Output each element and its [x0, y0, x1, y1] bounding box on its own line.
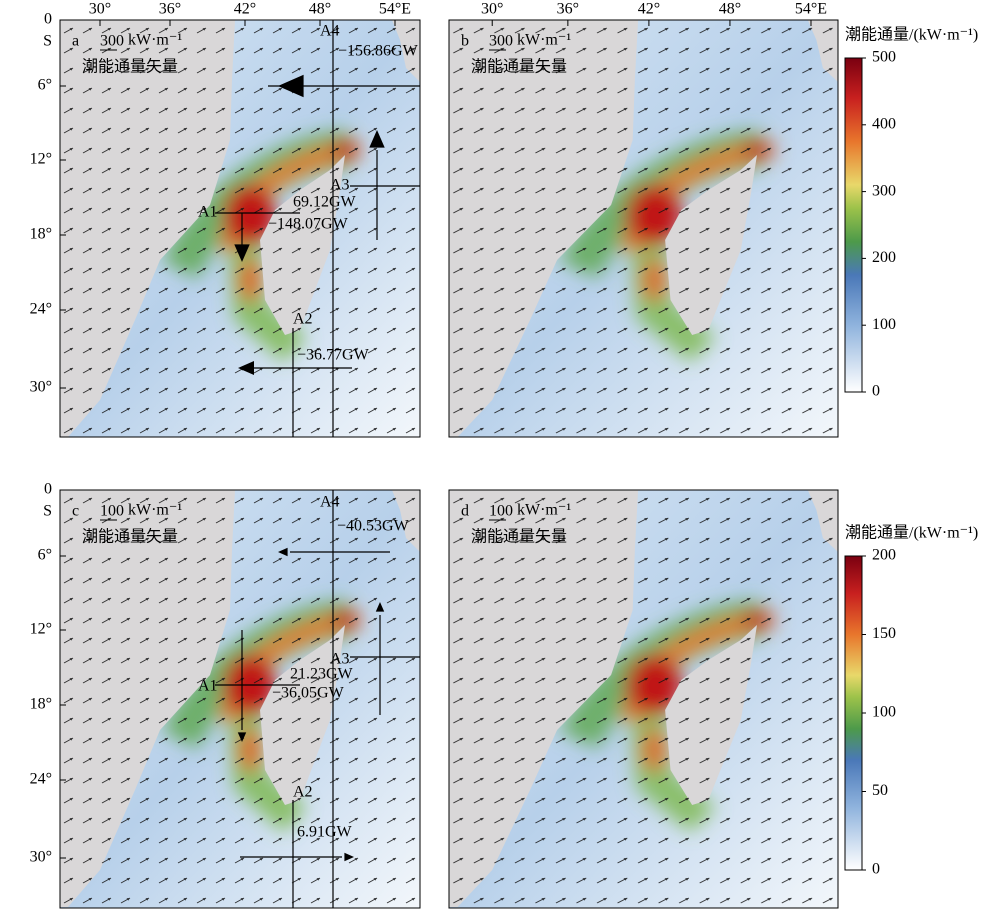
section-name: A2 — [293, 311, 313, 328]
lat-label: 12° — [30, 621, 52, 638]
caption: 潮能通量矢量 — [82, 58, 178, 76]
section-name: A3 — [330, 651, 350, 668]
lon-label: 48° — [719, 1, 741, 18]
flux-arrow — [278, 74, 304, 98]
flux-value: −36.05GW — [272, 685, 345, 702]
lon-label: 36° — [557, 1, 579, 18]
colorbar-tick-label: 400 — [872, 115, 896, 132]
flux-arrow — [278, 547, 288, 557]
flux-value: −40.53GW — [337, 518, 410, 535]
lon-label: 36° — [159, 1, 181, 18]
section-name: A1 — [198, 204, 218, 221]
lon-label: 48° — [309, 1, 331, 18]
colorbar — [844, 57, 863, 393]
map-body — [60, 20, 420, 437]
scale-value: 300 — [489, 33, 513, 50]
colorbar-tick-label: 0 — [872, 861, 880, 878]
vectors — [60, 490, 420, 908]
vectors — [449, 490, 838, 908]
flux-value: 69.12GW — [293, 194, 357, 211]
lon-label: 30° — [481, 1, 503, 18]
flux-value: −36.77GW — [297, 347, 370, 364]
colorbar-tick-label: 100 — [872, 704, 896, 721]
section-name: A4 — [320, 23, 340, 40]
lat-label: 18° — [30, 226, 52, 243]
panel-label: b — [461, 33, 469, 50]
lon-label: 54°E — [379, 1, 411, 18]
flux-value: 21.23GW — [290, 666, 354, 683]
lat-label: 30° — [30, 849, 52, 866]
section-name: A3 — [330, 177, 350, 194]
caption: 潮能通量矢量 — [82, 528, 178, 546]
flux-arrow — [375, 602, 385, 612]
caption: 潮能通量矢量 — [471, 528, 567, 546]
flux-arrow — [237, 732, 247, 742]
flux-value: 6.91GW — [297, 824, 353, 841]
panel-label: c — [72, 503, 79, 520]
lat-label: 0 — [44, 11, 52, 28]
panel-label: d — [461, 503, 469, 520]
colorbar-tick-label: 100 — [872, 316, 896, 333]
colorbar-tick-label: 50 — [872, 782, 888, 799]
map — [60, 20, 420, 437]
colorbar — [844, 555, 863, 871]
colorbar-tick-label: 300 — [872, 182, 896, 199]
lat-label: 6° — [38, 77, 52, 94]
scale-unit: kW·m⁻¹ — [128, 32, 182, 49]
flux-arrow — [234, 244, 250, 262]
section-name: A1 — [198, 678, 218, 695]
map-body — [449, 490, 838, 908]
lat-label: S — [43, 503, 52, 520]
scale-value: 100 — [489, 503, 513, 520]
panel-label: a — [72, 33, 79, 50]
caption: 潮能通量矢量 — [471, 58, 567, 76]
scale-unit: kW·m⁻¹ — [517, 502, 571, 519]
lon-label: 54°E — [795, 1, 827, 18]
lon-label: 30° — [89, 1, 111, 18]
frame — [448, 19, 839, 438]
lon-label: 42° — [638, 1, 660, 18]
flux-arrow — [344, 852, 354, 862]
vectors — [449, 20, 838, 437]
scale-value: 100 — [100, 503, 124, 520]
frame — [59, 489, 421, 909]
lat-label: 0 — [44, 481, 52, 498]
flux-value: −156.86GW — [338, 43, 419, 60]
colorbar-tick-label: 150 — [872, 625, 896, 642]
map-body — [60, 490, 420, 908]
section-name: A2 — [293, 784, 313, 801]
colorbar-tick-label: 500 — [872, 49, 896, 66]
lat-label: 24° — [30, 771, 52, 788]
map — [449, 490, 838, 908]
scale-unit: kW·m⁻¹ — [517, 32, 571, 49]
lat-label: 30° — [30, 379, 52, 396]
map — [60, 490, 420, 908]
frame — [59, 19, 421, 438]
scale-value: 300 — [100, 33, 124, 50]
colorbar-tick-label: 200 — [872, 249, 896, 266]
lat-label: S — [43, 33, 52, 50]
colorbar-tick-label: 0 — [872, 383, 880, 400]
vectors — [60, 20, 420, 437]
scale-unit: kW·m⁻¹ — [128, 502, 182, 519]
colorbar-title: 潮能通量/(kW·m⁻¹) — [845, 26, 978, 44]
flux-arrow — [238, 361, 254, 375]
flux-value: −148.07GW — [268, 216, 349, 233]
lat-label: 18° — [30, 696, 52, 713]
lat-label: 12° — [30, 151, 52, 168]
map — [449, 20, 838, 437]
section-name: A4 — [320, 494, 340, 511]
flux-arrow — [369, 130, 385, 148]
lat-label: 24° — [30, 301, 52, 318]
colorbar-tick-label: 200 — [872, 547, 896, 564]
lon-label: 42° — [234, 1, 256, 18]
map-body — [449, 20, 838, 437]
colorbar-title: 潮能通量/(kW·m⁻¹) — [845, 524, 978, 542]
lat-label: 6° — [38, 547, 52, 564]
frame — [448, 489, 839, 909]
